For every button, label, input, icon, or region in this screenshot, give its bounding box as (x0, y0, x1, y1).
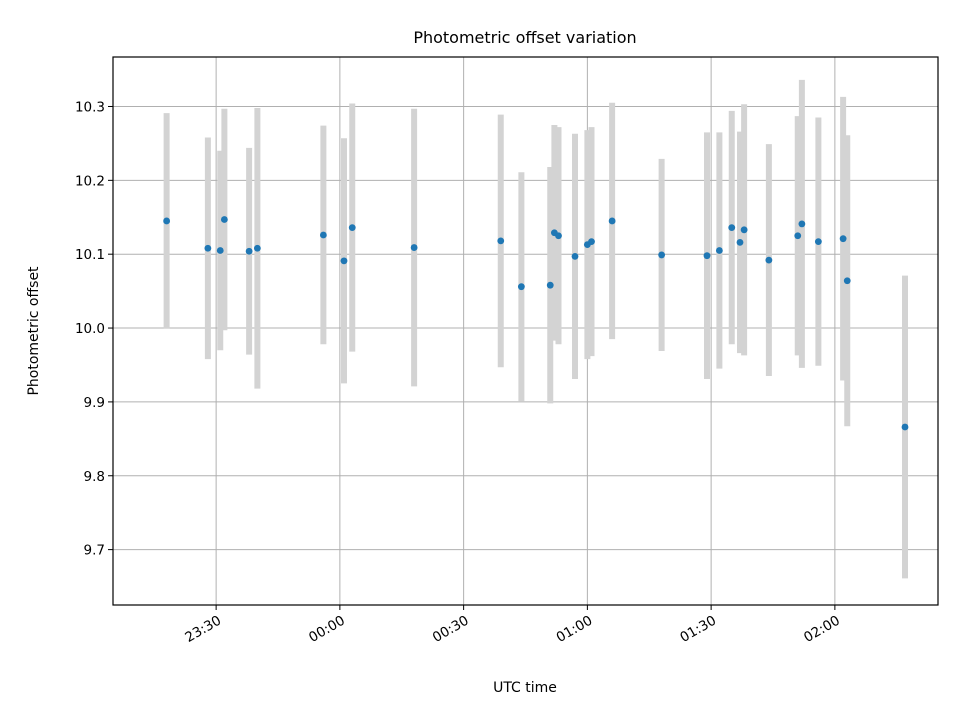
data-point (319, 231, 327, 239)
data-point (658, 251, 666, 259)
data-point (608, 217, 616, 225)
data-point (736, 238, 744, 246)
data-points (163, 216, 909, 431)
data-point (703, 252, 711, 260)
data-point (794, 232, 802, 240)
data-point (546, 281, 554, 289)
data-point (728, 224, 736, 232)
data-point (798, 220, 806, 228)
plot-frame (112, 56, 939, 606)
data-point (555, 232, 562, 240)
data-point (765, 256, 773, 264)
data-point (348, 224, 356, 232)
data-point (497, 237, 505, 245)
data-point (204, 244, 212, 252)
data-point (163, 217, 171, 225)
chart-title: Photometric offset variation (413, 28, 636, 47)
y-axis-label: Photometric offset (26, 266, 42, 396)
y-tick-label: 9.9 (84, 395, 105, 411)
data-point (839, 235, 847, 243)
data-point (814, 238, 822, 246)
y-tick-label: 10.0 (75, 321, 105, 337)
x-axis-label: UTC time (493, 680, 557, 696)
data-point (571, 253, 579, 260)
y-tick-label: 10.3 (75, 99, 105, 115)
y-tick-label: 10.2 (75, 173, 105, 189)
y-tick-label: 9.7 (84, 543, 105, 559)
data-point (843, 277, 851, 285)
y-axis-ticks: 9.7 9.8 9.9 10.0 10.1 10.2 10.3 (75, 99, 113, 559)
data-point (216, 247, 224, 254)
data-point (588, 238, 595, 246)
data-point (901, 423, 909, 431)
data-point (715, 247, 723, 254)
y-tick-label: 9.8 (84, 469, 105, 485)
data-point (410, 244, 418, 251)
data-point (245, 247, 253, 255)
data-point (340, 257, 348, 265)
y-tick-label: 10.1 (75, 247, 105, 263)
data-point (517, 283, 525, 291)
data-point (220, 216, 228, 223)
data-point (740, 226, 748, 234)
data-point (253, 244, 261, 252)
